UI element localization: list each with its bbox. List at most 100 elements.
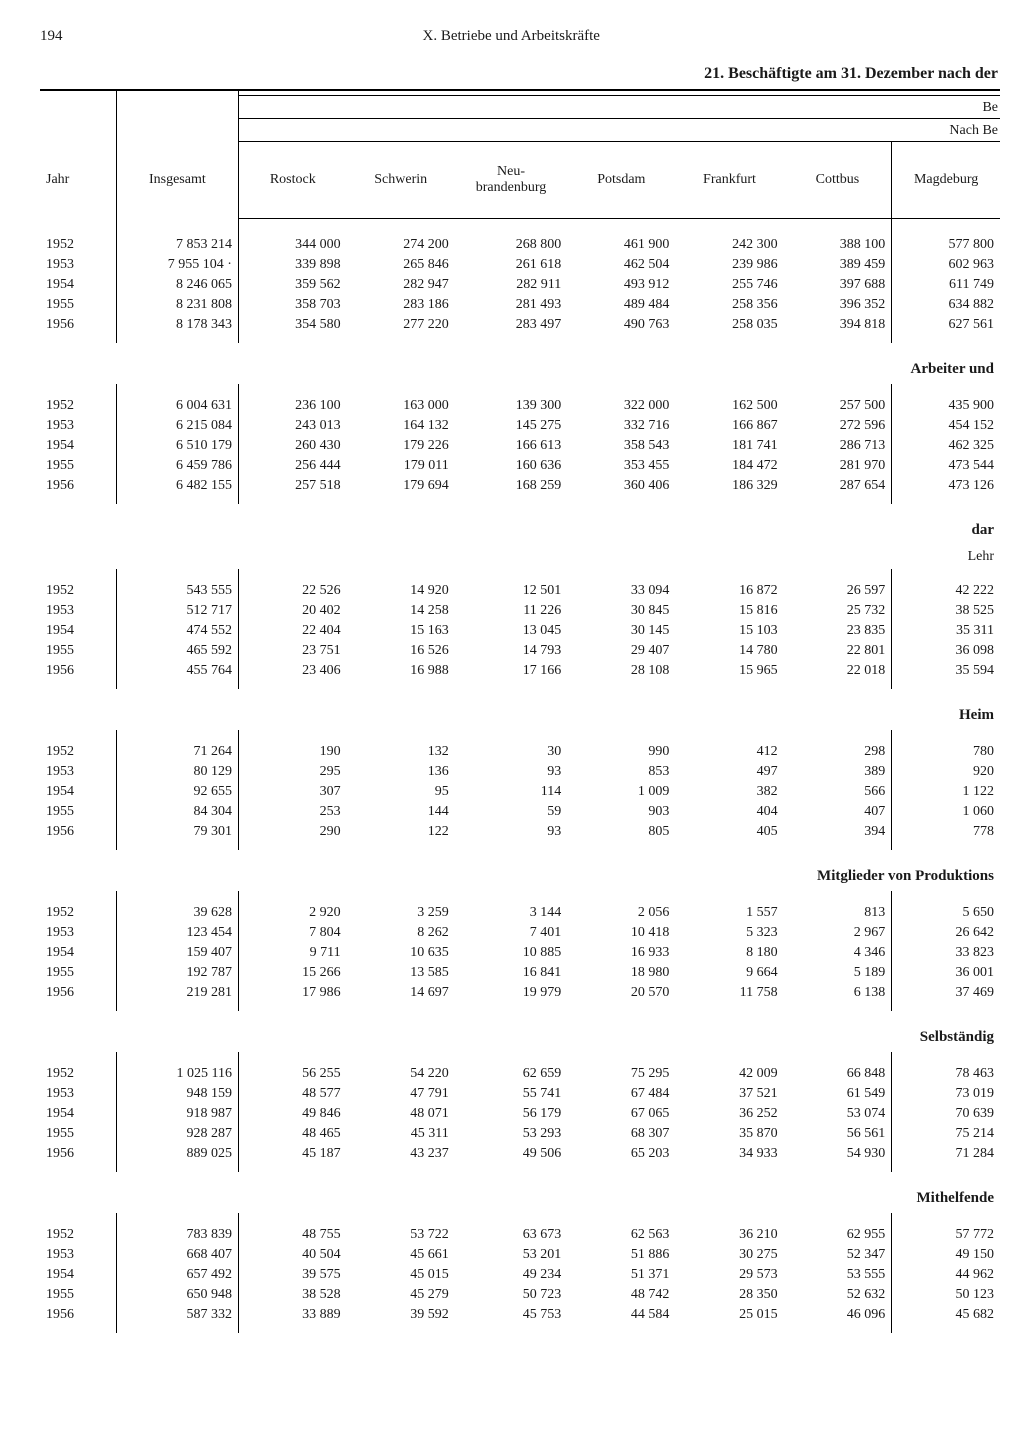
cell: 281 970 (784, 456, 892, 476)
cell: 159 407 (116, 943, 238, 963)
cell: 136 (347, 762, 455, 782)
cell: 66 848 (784, 1052, 892, 1084)
cell: 805 (567, 822, 675, 850)
cell: 1952 (40, 730, 116, 762)
cell: 53 074 (784, 1104, 892, 1124)
cell: 7 401 (455, 923, 567, 943)
cell: 8 180 (675, 943, 783, 963)
cell: 1956 (40, 315, 116, 343)
table-row: 1953948 15948 57747 79155 74167 48437 52… (40, 1084, 1000, 1104)
cell: 52 347 (784, 1245, 892, 1265)
cell: 9 664 (675, 963, 783, 983)
table-row: 1953668 40740 50445 66153 20151 88630 27… (40, 1245, 1000, 1265)
cell: 45 661 (347, 1245, 455, 1265)
cell: 22 526 (238, 569, 346, 601)
cell: 1955 (40, 963, 116, 983)
cell: 1952 (40, 384, 116, 416)
table-row: 19558 231 808358 703283 186281 493489 48… (40, 295, 1000, 315)
cell: 1 122 (892, 782, 1000, 802)
cell: 382 (675, 782, 783, 802)
cell: 344 000 (238, 223, 346, 255)
cell: 52 632 (784, 1285, 892, 1305)
cell: 903 (567, 802, 675, 822)
cell: 144 (347, 802, 455, 822)
cell: 39 628 (116, 891, 238, 923)
cell: 281 493 (455, 295, 567, 315)
cell: 7 853 214 (116, 223, 238, 255)
cell: 611 749 (892, 275, 1000, 295)
cell: 78 463 (892, 1052, 1000, 1084)
cell: 359 562 (238, 275, 346, 295)
cell: 918 987 (116, 1104, 238, 1124)
cell: 14 920 (347, 569, 455, 601)
table-row: 19546 510 179260 430179 226166 613358 54… (40, 436, 1000, 456)
cell: 435 900 (892, 384, 1000, 416)
cell: 71 264 (116, 730, 238, 762)
cell: 255 746 (675, 275, 783, 295)
cell: 30 145 (567, 621, 675, 641)
cell: 26 642 (892, 923, 1000, 943)
cell: 543 555 (116, 569, 238, 601)
cell: 277 220 (347, 315, 455, 343)
col-potsdam: Potsdam (567, 142, 675, 219)
cell: 1952 (40, 1052, 116, 1084)
cell: 473 544 (892, 456, 1000, 476)
cell: 13 045 (455, 621, 567, 641)
cell: 1953 (40, 255, 116, 275)
cell: 48 465 (238, 1124, 346, 1144)
cell: 783 839 (116, 1213, 238, 1245)
cell: 37 469 (892, 983, 1000, 1011)
cell: 1954 (40, 621, 116, 641)
cell: 1952 (40, 223, 116, 255)
cell: 16 988 (347, 661, 455, 689)
cell: 17 166 (455, 661, 567, 689)
cell: 23 751 (238, 641, 346, 661)
cell: 19 979 (455, 983, 567, 1011)
cell: 1956 (40, 822, 116, 850)
cell: 54 930 (784, 1144, 892, 1172)
cell: 1952 (40, 891, 116, 923)
table-row: 19566 482 155257 518179 694168 259360 40… (40, 476, 1000, 504)
cell: 48 742 (567, 1285, 675, 1305)
cell: 23 406 (238, 661, 346, 689)
cell: 307 (238, 782, 346, 802)
cell: 1955 (40, 1285, 116, 1305)
cell: 15 163 (347, 621, 455, 641)
cell: 14 793 (455, 641, 567, 661)
cell: 455 764 (116, 661, 238, 689)
cell: 33 889 (238, 1305, 346, 1333)
cell: 4 346 (784, 943, 892, 963)
cell: 46 096 (784, 1305, 892, 1333)
cell: 8 178 343 (116, 315, 238, 343)
cell: 10 635 (347, 943, 455, 963)
cell: 164 132 (347, 416, 455, 436)
cell: 265 846 (347, 255, 455, 275)
cell: 3 144 (455, 891, 567, 923)
cell: 8 231 808 (116, 295, 238, 315)
cell: 928 287 (116, 1124, 238, 1144)
col-jahr: Jahr (40, 142, 116, 219)
cell: 1953 (40, 762, 116, 782)
cell: 322 000 (567, 384, 675, 416)
cell: 192 787 (116, 963, 238, 983)
cell: 1955 (40, 802, 116, 822)
cell: 62 955 (784, 1213, 892, 1245)
cell: 272 596 (784, 416, 892, 436)
cell: 20 402 (238, 601, 346, 621)
cell: 490 763 (567, 315, 675, 343)
col-magdeburg: Magdeburg (892, 142, 1000, 219)
cell: 12 501 (455, 569, 567, 601)
cell: 30 (455, 730, 567, 762)
cell: 236 100 (238, 384, 346, 416)
table-row: 1952543 55522 52614 92012 50133 09416 87… (40, 569, 1000, 601)
table-row: 1956455 76423 40616 98817 16628 10815 96… (40, 661, 1000, 689)
cell: 8 262 (347, 923, 455, 943)
cell: 48 577 (238, 1084, 346, 1104)
table-row: 1955650 94838 52845 27950 72348 74228 35… (40, 1285, 1000, 1305)
cell: 6 004 631 (116, 384, 238, 416)
cell: 63 673 (455, 1213, 567, 1245)
cell: 56 179 (455, 1104, 567, 1124)
cell: 79 301 (116, 822, 238, 850)
cell: 1 009 (567, 782, 675, 802)
cell: 45 682 (892, 1305, 1000, 1333)
